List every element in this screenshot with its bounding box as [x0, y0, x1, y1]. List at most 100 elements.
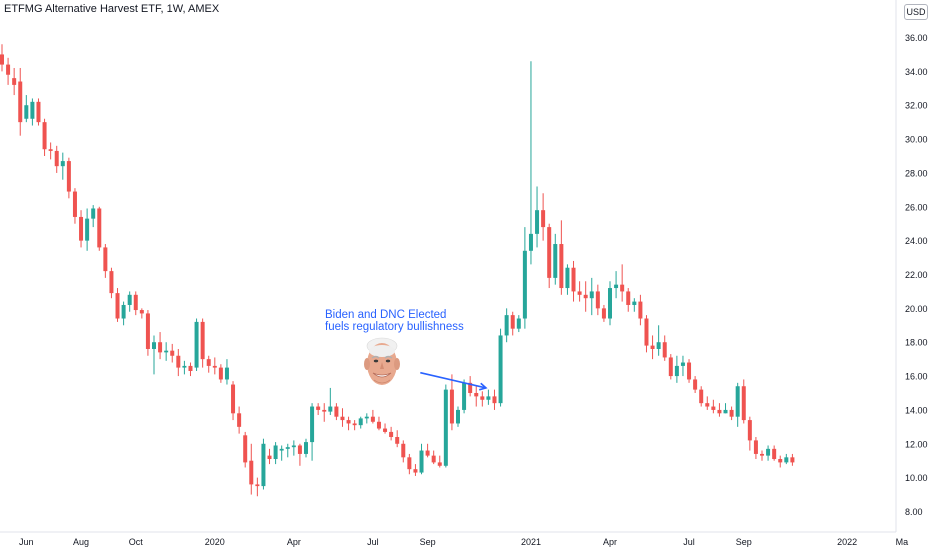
- candle-88: [535, 186, 540, 248]
- candle-body: [389, 431, 394, 438]
- candle-64: [389, 426, 394, 441]
- y-tick-label: 22.00: [905, 270, 928, 280]
- candle-15: [91, 205, 96, 228]
- candle-body: [674, 365, 679, 377]
- candle-103: [626, 288, 631, 312]
- candle-6: [36, 98, 41, 126]
- candle-123: [747, 416, 752, 451]
- candle-111: [674, 355, 679, 383]
- candle-body: [413, 469, 418, 473]
- candle-body: [431, 455, 436, 463]
- candle-77: [468, 376, 473, 397]
- candle-body: [328, 406, 333, 412]
- candle-128: [778, 455, 783, 468]
- candle-7: [42, 118, 47, 157]
- candle-body: [249, 460, 254, 485]
- candle-body: [547, 227, 552, 278]
- candle-body: [577, 291, 582, 295]
- candle-body: [12, 78, 17, 85]
- arrow-head: [479, 382, 488, 391]
- candle-52: [316, 403, 321, 416]
- candle-body: [735, 386, 740, 417]
- candle-36: [218, 364, 223, 383]
- candle-body: [480, 396, 485, 400]
- candle-106: [644, 315, 649, 353]
- candle-122: [741, 379, 746, 424]
- x-tick-label: Jun: [19, 537, 34, 547]
- x-tick-label: Sep: [736, 537, 752, 547]
- arrow-line: [420, 371, 487, 389]
- candle-body: [504, 315, 509, 336]
- candle-body: [723, 409, 728, 414]
- x-tick-label: Jul: [367, 537, 379, 547]
- candle-body: [614, 284, 619, 289]
- candle-63: [383, 423, 388, 434]
- y-tick-label: 18.00: [905, 338, 928, 348]
- candle-body: [218, 367, 223, 380]
- candle-body: [376, 421, 381, 429]
- x-tick-label: 2021: [521, 537, 541, 547]
- candle-body: [790, 457, 795, 463]
- y-tick-label: 14.00: [905, 405, 928, 415]
- candle-67: [407, 453, 412, 475]
- candle-102: [620, 264, 625, 302]
- candle-body: [638, 301, 643, 319]
- candle-body: [297, 445, 302, 454]
- candle-body: [127, 294, 132, 305]
- candle-58: [352, 420, 357, 431]
- x-tick-label: Oct: [129, 537, 144, 547]
- candle-114: [693, 376, 698, 393]
- candle-72: [437, 455, 442, 468]
- candle-body: [358, 418, 363, 426]
- candle-body: [6, 64, 11, 75]
- candle-11: [66, 157, 71, 199]
- x-tick-label: Apr: [287, 537, 301, 547]
- candle-81: [492, 389, 497, 410]
- candle-body: [559, 244, 564, 289]
- candle-body: [784, 457, 789, 463]
- candle-127: [772, 445, 777, 461]
- candle-117: [711, 399, 716, 414]
- price-axis[interactable]: 36.00 34.00 32.00 30.00 28.00 26.00 24.00 22.00…: [905, 33, 928, 517]
- candle-body: [620, 284, 625, 292]
- candle-body: [340, 416, 345, 421]
- candle-8: [48, 142, 53, 160]
- currency-badge[interactable]: USD: [904, 4, 928, 20]
- candle-49: [297, 443, 302, 466]
- x-tick-label: Aug: [73, 537, 89, 547]
- candle-80: [486, 389, 491, 405]
- candle-body: [334, 406, 339, 417]
- candle-body: [42, 122, 47, 150]
- candle-22: [133, 291, 138, 316]
- candle-9: [54, 145, 59, 173]
- candle-74: [449, 374, 454, 431]
- candle-100: [608, 281, 612, 326]
- candle-124: [753, 437, 758, 460]
- candle-body: [206, 359, 211, 366]
- candle-10: [60, 152, 65, 180]
- candle-body: [437, 462, 442, 466]
- candle-body: [498, 335, 503, 404]
- candle-body: [650, 345, 655, 349]
- candle-body: [553, 244, 558, 278]
- candle-46: [279, 445, 284, 461]
- candle-98: [595, 284, 600, 316]
- time-axis[interactable]: Jun Aug Oct 2020 Apr Jul Sep 2021 Apr Jul Sep 2022 M…: [19, 537, 908, 547]
- candle-body: [139, 310, 144, 314]
- candle-116: [705, 396, 710, 410]
- candle-3: [18, 67, 23, 136]
- candle-body: [626, 291, 631, 305]
- candle-body: [699, 389, 704, 404]
- candle-body: [231, 384, 236, 414]
- candle-2: [12, 67, 17, 96]
- candle-129: [784, 453, 789, 465]
- y-tick-label: 24.00: [905, 236, 928, 246]
- candle-body: [589, 291, 594, 299]
- candle-43: [261, 438, 266, 490]
- candle-body: [601, 308, 606, 319]
- candle-30: [182, 360, 187, 375]
- candle-body: [383, 428, 388, 432]
